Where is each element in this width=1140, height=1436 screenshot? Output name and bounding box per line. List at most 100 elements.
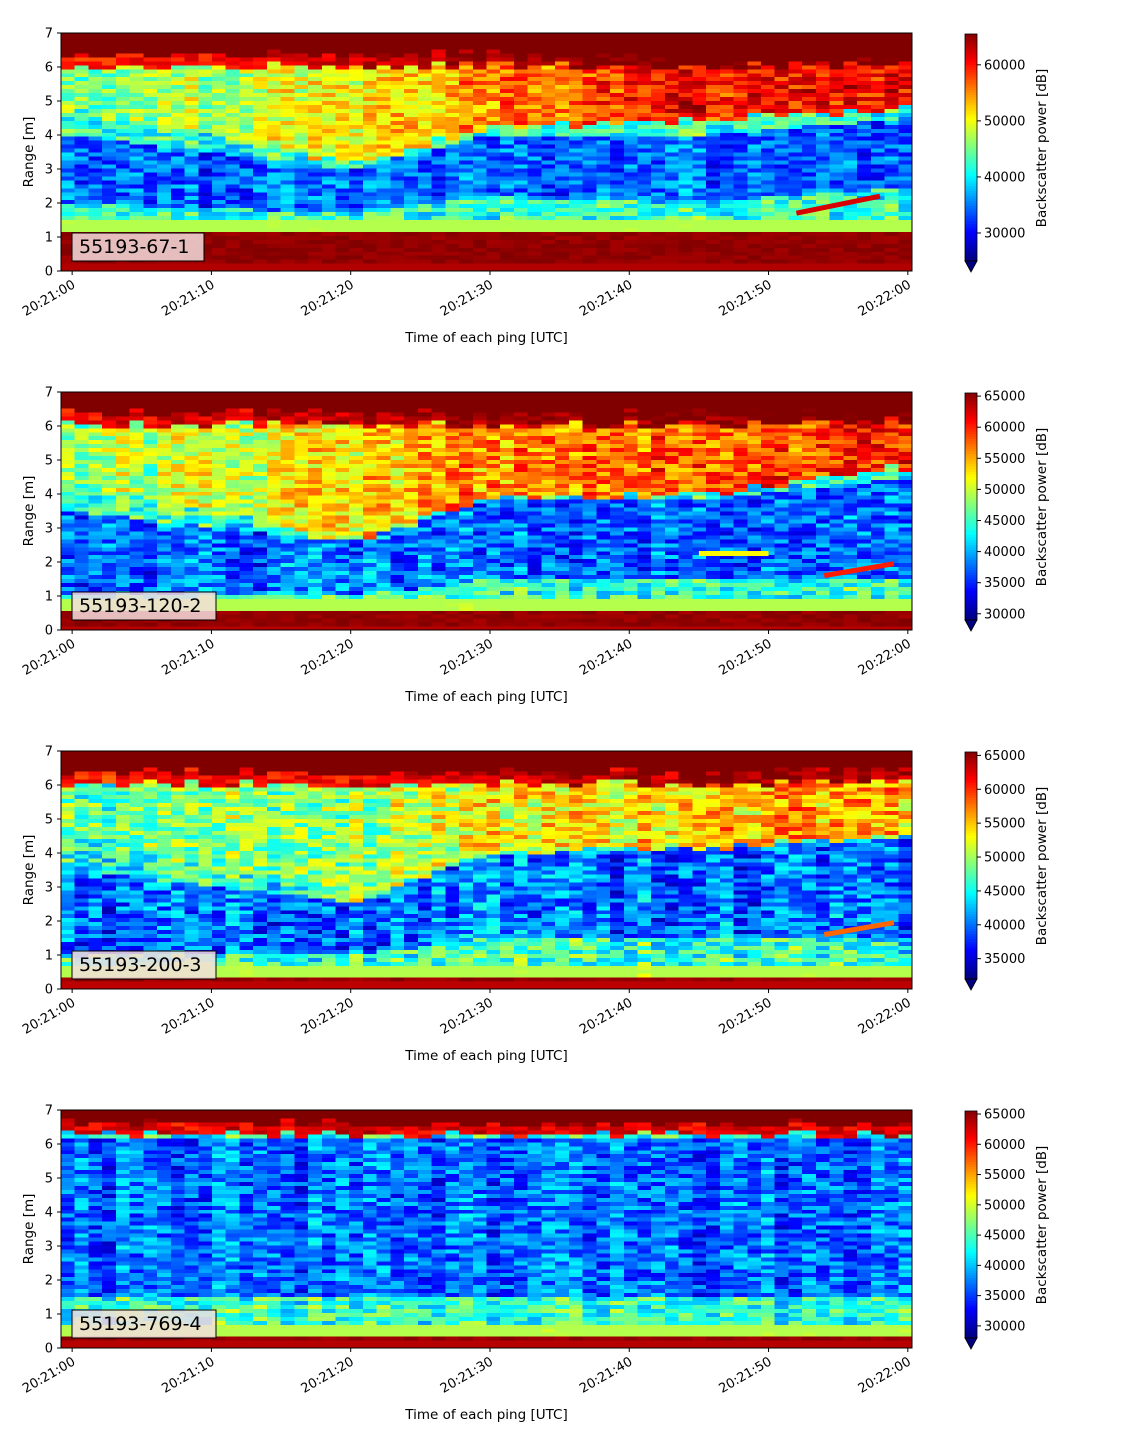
heatmap-cell (115, 507, 131, 512)
heatmap-cell (253, 459, 268, 464)
heatmap-cell (541, 227, 556, 232)
colorbar-step (965, 243, 977, 247)
heatmap-cell (459, 128, 474, 133)
heatmap-cell (719, 207, 735, 213)
heatmap-cell (815, 104, 831, 109)
heatmap-cell (211, 614, 227, 619)
heatmap-cell (308, 191, 323, 197)
heatmap-cell (280, 403, 295, 409)
heatmap-cell (637, 163, 652, 169)
heatmap-cell (870, 215, 886, 221)
heatmap-cell (280, 191, 295, 197)
heatmap-cell (706, 33, 721, 38)
heatmap-cell (678, 243, 693, 248)
heatmap-cell (445, 40, 460, 46)
heatmap-cell (500, 152, 515, 157)
heatmap-cell (898, 239, 913, 244)
heatmap-cell (417, 128, 433, 133)
heatmap-cell (321, 215, 337, 221)
heatmap-cell (266, 104, 282, 109)
heatmap-cell (280, 183, 295, 189)
heatmap-cell (211, 606, 227, 611)
heatmap-cell (623, 183, 639, 189)
heatmap-cell (74, 33, 90, 38)
heatmap-cell (157, 152, 172, 157)
heatmap-cell (198, 159, 213, 165)
heatmap-cell (129, 128, 144, 133)
heatmap-cell (266, 84, 282, 90)
heatmap-cell (184, 447, 199, 453)
heatmap-cell (884, 100, 899, 105)
heatmap-cell (239, 570, 254, 576)
heatmap-cell (143, 443, 158, 449)
heatmap-cell (184, 411, 199, 417)
heatmap-cell (211, 124, 227, 129)
heatmap-cell (253, 235, 268, 240)
heatmap-cell (637, 104, 652, 109)
heatmap-cell (280, 395, 295, 401)
heatmap-cell (459, 199, 474, 205)
heatmap-cell (376, 140, 392, 145)
heatmap-cell (678, 171, 693, 177)
heatmap-cell (788, 104, 803, 109)
heatmap-cell (198, 562, 213, 568)
heatmap-cell (513, 171, 529, 177)
heatmap-cell (486, 155, 501, 161)
heatmap-cell (184, 72, 199, 78)
heatmap-cell (143, 215, 158, 221)
heatmap-cell (88, 52, 103, 58)
heatmap-cell (88, 574, 103, 580)
heatmap-cell (774, 116, 790, 121)
heatmap-cell (170, 518, 186, 524)
heatmap-cell (157, 475, 172, 480)
heatmap-cell (61, 427, 76, 433)
heatmap-cell (651, 259, 666, 264)
heatmap-cell (143, 104, 158, 109)
heatmap-cell (788, 120, 803, 125)
heatmap-cell (184, 459, 199, 464)
heatmap-cell (335, 215, 350, 221)
heatmap-cell (527, 152, 543, 157)
heatmap-cell (788, 72, 803, 78)
heatmap-cell (198, 152, 213, 157)
heatmap-cell (61, 207, 76, 213)
heatmap-cell (170, 56, 186, 62)
heatmap-cell (610, 140, 625, 145)
heatmap-cell (129, 507, 144, 512)
heatmap-cell (335, 60, 350, 66)
heatmap-cell (761, 60, 776, 66)
heatmap-cell (774, 124, 790, 129)
heatmap-cell (253, 44, 268, 50)
heatmap-cell (445, 36, 460, 42)
heatmap-cell (157, 211, 172, 217)
heatmap-cell (445, 124, 460, 129)
heatmap-cell (280, 626, 295, 631)
heatmap-cell (610, 116, 625, 121)
heatmap-cell (404, 120, 419, 125)
heatmap-cell (692, 52, 707, 58)
heatmap-cell (445, 132, 460, 137)
heatmap-cell (115, 183, 131, 189)
heatmap-cell (898, 136, 913, 141)
heatmap-cell (225, 88, 241, 94)
heatmap-cell (61, 243, 76, 248)
heatmap-cell (308, 558, 323, 564)
heatmap-cell (170, 562, 186, 568)
heatmap-cell (843, 267, 858, 272)
heatmap-cell (500, 144, 515, 149)
heatmap-cell (541, 247, 556, 252)
heatmap-cell (88, 514, 103, 520)
heatmap-cell (143, 435, 158, 441)
heatmap-cell (335, 259, 350, 264)
heatmap-cell (774, 231, 790, 236)
heatmap-cell (211, 602, 227, 607)
heatmap-cell (335, 163, 350, 169)
heatmap-cell (555, 207, 570, 213)
heatmap-cell (541, 108, 556, 113)
heatmap-cell (596, 231, 611, 236)
heatmap-cell (431, 140, 446, 145)
heatmap-cell (719, 267, 735, 272)
heatmap-cell (568, 163, 584, 169)
heatmap-cell (143, 467, 158, 472)
heatmap-cell (239, 104, 254, 109)
